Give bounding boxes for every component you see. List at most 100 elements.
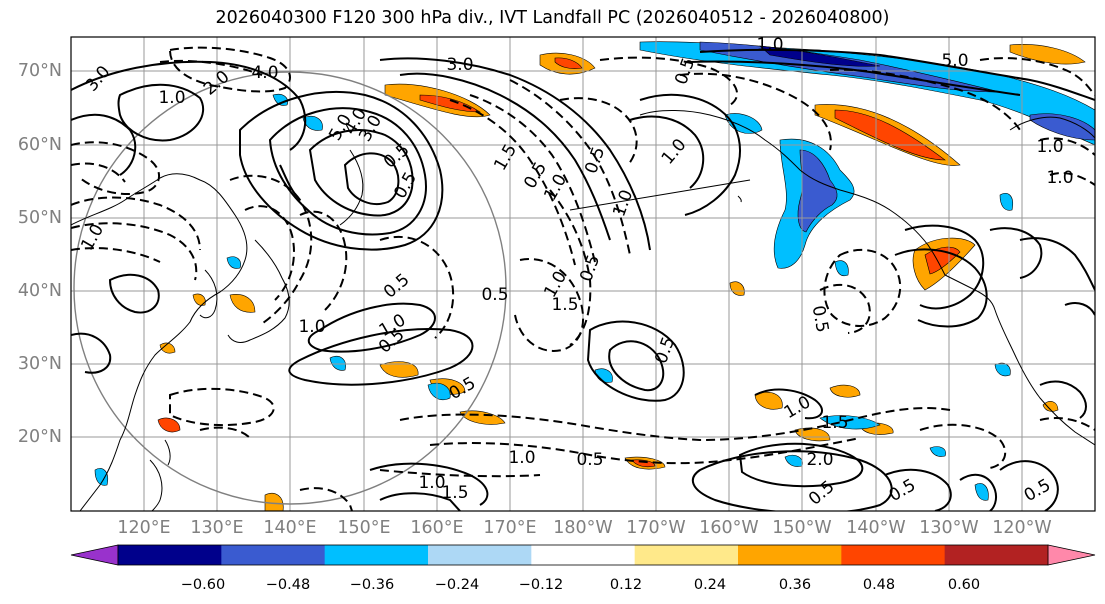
contour-solid (1019, 237, 1095, 291)
contour-solid (629, 115, 705, 189)
contour-solid (586, 320, 685, 402)
colorbar-segment (428, 545, 532, 565)
colorbar-segment (738, 545, 842, 565)
lon-label: 160°W (699, 518, 759, 538)
contour-dashed (1039, 417, 1095, 431)
contour-label: 5.0 (941, 51, 968, 71)
coastline-kamchatka (339, 149, 364, 226)
colorbar-tick-label: 0.60 (947, 577, 981, 593)
contour-label: 0.5 (651, 334, 679, 366)
coastline-hawaii (737, 195, 742, 203)
contour-label: 2.0 (200, 67, 234, 100)
contour-label: 0.5 (380, 270, 414, 303)
colorbar-extend-high (1047, 544, 1096, 566)
colorbar-tick-label: 0.48 (862, 577, 896, 593)
colorbar-segment (634, 545, 739, 565)
lon-label: 140°E (263, 518, 317, 538)
coastline-westcoast (994, 309, 1095, 446)
lon-label: 170°W (626, 518, 686, 538)
colorbar-segment (118, 545, 222, 565)
contour-label: 1.0 (756, 35, 783, 55)
shade-positive (379, 361, 419, 378)
coastline-alaska (639, 109, 946, 276)
colorbar-tick-label: −0.24 (434, 577, 480, 593)
colorbar-segment (531, 545, 636, 565)
shade-positive (264, 492, 284, 511)
shade-negative (994, 362, 1011, 377)
contour-label: 0.5 (1021, 475, 1054, 506)
lon-label: 130°W (919, 518, 979, 538)
map-frame (70, 36, 1096, 512)
contour-solid (959, 473, 998, 511)
contour-label: 1.0 (658, 135, 691, 169)
contour-dashed (379, 235, 455, 339)
shade-negative (834, 260, 849, 277)
contour-solid (884, 468, 952, 511)
lon-label: 120°W (992, 518, 1052, 538)
contour-dashed (169, 387, 275, 427)
shade-positive (229, 294, 256, 313)
contour-solid (1039, 380, 1087, 419)
range-ring (73, 71, 507, 505)
contour-dashed (244, 205, 296, 301)
contour-solid (399, 72, 611, 241)
shade-positive (729, 281, 745, 296)
coastline-philippines (149, 459, 163, 511)
shade-positive (834, 109, 946, 161)
contour-label: 0.5 (481, 285, 508, 305)
contour-solid (379, 492, 461, 511)
contour-dashed (299, 210, 348, 311)
lat-label: 30°N (17, 354, 62, 374)
contour-dashed (71, 247, 161, 263)
contour-dashed (1049, 172, 1095, 186)
contour-dashed (829, 68, 1021, 131)
contour-dashed (514, 258, 585, 352)
contour-solid (343, 152, 400, 206)
contour-dashed (379, 469, 541, 478)
contour-label: 0.5 (805, 477, 839, 510)
contour-solid (989, 227, 1043, 279)
contour-label: 0.5 (576, 252, 604, 284)
contour-solid (71, 113, 137, 176)
contour-label: 1.0 (158, 88, 185, 108)
contour-dashed (229, 174, 313, 326)
colorbar-tick-label: −0.12 (518, 577, 564, 593)
lon-label: 130°E (190, 518, 244, 538)
lon-label: 150°E (337, 518, 391, 538)
lat-label: 20°N (17, 427, 62, 447)
contour-label: 0.5 (808, 304, 832, 334)
shade-negative (94, 468, 108, 486)
contour-solid (754, 388, 824, 420)
colorbar-segment (324, 545, 429, 565)
contour-solid (379, 57, 651, 251)
contour-label: 3.0 (82, 62, 115, 96)
contour-dashed (399, 407, 951, 442)
contour-label: 1.0 (508, 448, 535, 468)
colorbar-segment (841, 545, 946, 565)
contour-solid (894, 248, 988, 328)
contour-label: 1.0 (418, 473, 445, 493)
contour-dashed (299, 487, 353, 511)
contour-solid (608, 340, 665, 392)
shade-negative (1029, 113, 1095, 141)
contour-dashed (429, 437, 861, 465)
shading-layer (94, 41, 1095, 511)
lat-label: 60°N (17, 135, 62, 155)
contour-solid (71, 332, 112, 374)
shade-positive (159, 342, 176, 354)
contour-label: 0.5 (576, 450, 603, 470)
contour-dashed (449, 99, 576, 266)
colorbar-extend-low (70, 544, 119, 566)
colorbar (70, 544, 1096, 566)
contours-dashed (71, 46, 1095, 511)
lat-label: 40°N (17, 281, 62, 301)
contour-solid (369, 462, 489, 506)
shade-negative (784, 454, 803, 467)
contour-dashed (919, 423, 1007, 469)
shade-negative (724, 113, 763, 134)
colorbar-segment (221, 545, 326, 565)
shade-positive (631, 459, 656, 468)
contour-solid (1064, 302, 1095, 316)
lon-label: 170°E (483, 518, 537, 538)
